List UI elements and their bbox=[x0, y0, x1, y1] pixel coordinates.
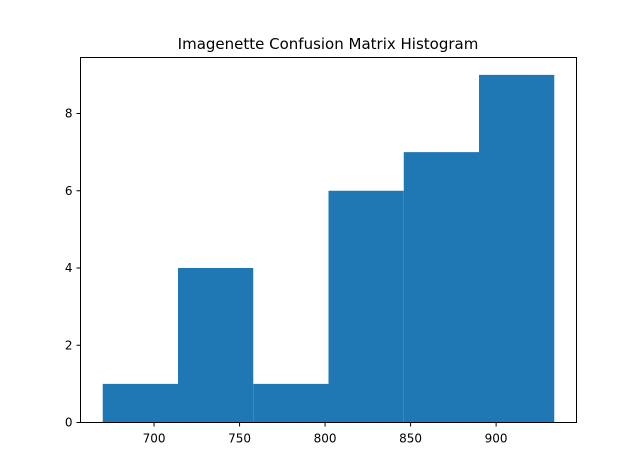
x-tick-label: 850 bbox=[399, 432, 422, 446]
histogram-bar-0 bbox=[102, 383, 178, 423]
histogram-bar-4 bbox=[403, 152, 480, 423]
y-tick-label: 0 bbox=[65, 416, 73, 430]
chart-title: Imagenette Confusion Matrix Histogram bbox=[178, 35, 479, 53]
y-tick-label: 6 bbox=[65, 184, 73, 198]
y-axis: 0 2 4 6 8 bbox=[65, 107, 81, 430]
x-tick-label: 700 bbox=[143, 432, 166, 446]
plot-frame bbox=[80, 57, 577, 423]
y-tick-label: 4 bbox=[65, 261, 73, 275]
x-tick-label: 900 bbox=[485, 432, 508, 446]
histogram-bar-1 bbox=[177, 268, 254, 423]
histogram-bar-5 bbox=[479, 74, 555, 423]
bars-layer bbox=[102, 74, 555, 423]
y-tick-label: 2 bbox=[65, 338, 73, 352]
x-tick-label: 750 bbox=[228, 432, 251, 446]
x-axis: 700 750 800 850 900 bbox=[143, 422, 508, 446]
histogram-bar-2 bbox=[253, 383, 329, 423]
x-tick-label: 800 bbox=[314, 432, 337, 446]
y-tick-label: 8 bbox=[65, 107, 73, 121]
histogram-bar-3 bbox=[328, 190, 404, 423]
